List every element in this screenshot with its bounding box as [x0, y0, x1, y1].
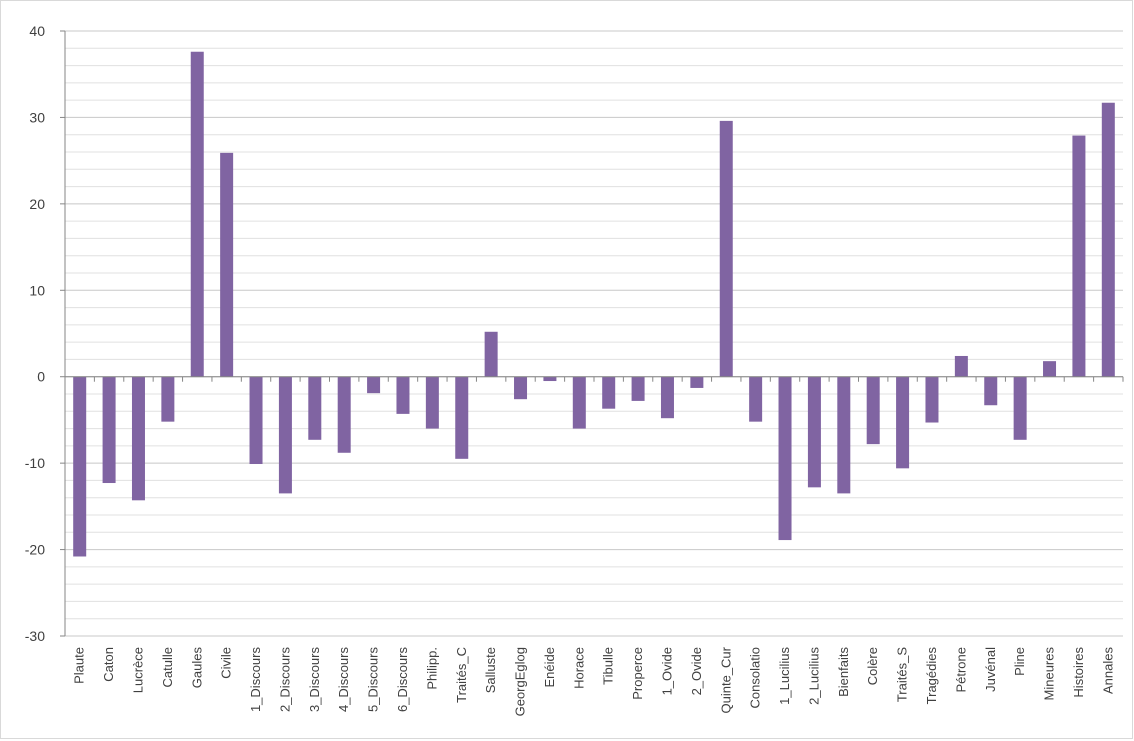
- x-tick-label: Properce: [630, 647, 645, 700]
- x-tick-label: Tibulle: [601, 647, 616, 685]
- x-tick-label: Colère: [865, 647, 880, 685]
- bar-GeorgEglog: [514, 376, 528, 400]
- x-axis-ticks: Plaute Caton Lucrèce Catulle Gaules Civile 1_D…: [72, 646, 1116, 716]
- y-tick-label: 30: [29, 109, 45, 125]
- bar-Salluste: [484, 331, 498, 377]
- y-tick-label: -10: [25, 455, 45, 471]
- x-tick-label: Philipp.: [424, 647, 439, 690]
- bar-series: [73, 51, 1115, 557]
- bar-6_Discours: [396, 376, 410, 414]
- bar-3_Discours: [308, 376, 322, 440]
- bar-Lucrèce: [131, 376, 145, 501]
- bar-Plaute: [73, 376, 87, 557]
- bar-Juvénal: [984, 376, 998, 406]
- x-tick-label: Enéide: [542, 647, 557, 687]
- x-tick-label: 3_Discours: [307, 647, 322, 713]
- x-tick-label: 1_Lucilius: [777, 647, 792, 705]
- x-tick-label: Tragédies: [924, 647, 939, 705]
- bar-2_Lucilius: [807, 376, 821, 488]
- bar-4_Discours: [337, 376, 351, 453]
- x-tick-label: Annales: [1100, 647, 1115, 694]
- x-tick-label: 4_Discours: [336, 647, 351, 713]
- bar-2_Ovide: [690, 376, 704, 388]
- x-tick-label: 5_Discours: [366, 647, 381, 713]
- x-tick-label: Catulle: [160, 647, 175, 687]
- x-tick-label: Bienfaits: [836, 647, 851, 697]
- x-tick-label: Consolatio: [748, 647, 763, 708]
- y-axis-ticks: 40 30 20 10 0 -10 -20 -30: [25, 23, 65, 644]
- bar-Properce: [631, 376, 645, 401]
- x-tick-label: Juvénal: [983, 647, 998, 692]
- x-tick-label: Gaules: [189, 647, 204, 689]
- x-tick-label: Civile: [219, 647, 234, 679]
- x-tick-label: Caton: [101, 647, 116, 682]
- bar-Annales: [1101, 102, 1115, 377]
- x-tick-label: Lucrèce: [130, 647, 145, 693]
- bar-2_Discours: [278, 376, 292, 494]
- y-tick-label: 0: [37, 369, 45, 385]
- x-tick-label: Traités_C: [454, 647, 469, 703]
- gridlines: [65, 30, 1123, 637]
- x-tick-label: 1_Discours: [248, 647, 263, 713]
- bar-Histoires: [1072, 135, 1086, 377]
- bar-Pline: [1013, 376, 1027, 440]
- y-tick-label: -30: [25, 628, 45, 644]
- bar-1_Lucilius: [778, 376, 792, 541]
- axes: [64, 31, 1124, 636]
- bar-Bienfaits: [837, 376, 851, 494]
- bar-Traités_C: [455, 376, 469, 459]
- x-tick-label: 1_Ovide: [659, 647, 674, 695]
- y-tick-label: 10: [29, 282, 45, 298]
- bar-Traités_S: [896, 376, 910, 469]
- bar-Civile: [220, 152, 234, 377]
- y-tick-label: 20: [29, 196, 45, 212]
- bar-Philipp.: [425, 376, 439, 429]
- x-tick-label: Traités_S: [895, 647, 910, 702]
- bar-5_Discours: [367, 376, 381, 394]
- bar-Quinte_Cur: [719, 120, 733, 377]
- x-tick-label: Plaute: [72, 647, 87, 684]
- x-tick-label: Quinte_Cur: [718, 646, 733, 713]
- bar-Pétrone: [954, 355, 968, 377]
- bar-Tibulle: [602, 376, 616, 409]
- bar-Colère: [866, 376, 880, 445]
- bar-Catulle: [161, 376, 175, 422]
- bar-1_Ovide: [660, 376, 674, 419]
- x-tick-label: GeorgEglog: [513, 647, 528, 716]
- x-tick-label: 2_Lucilius: [806, 647, 821, 705]
- x-tick-label: Mineures: [1042, 647, 1057, 701]
- x-tick-label: Pline: [1012, 647, 1027, 676]
- bar-1_Discours: [249, 376, 263, 465]
- x-tick-label: Horace: [571, 647, 586, 689]
- bar-Enéide: [543, 376, 557, 382]
- y-tick-label: 40: [29, 23, 45, 39]
- x-tick-label: 6_Discours: [395, 647, 410, 713]
- x-tick-label: Salluste: [483, 647, 498, 693]
- bar-Mineures: [1043, 361, 1057, 377]
- y-tick-label: -20: [25, 542, 45, 558]
- bar-Consolatio: [749, 376, 763, 422]
- bar-Tragédies: [925, 376, 939, 423]
- x-tick-label: 2_Discours: [277, 647, 292, 713]
- bar-Caton: [102, 376, 116, 484]
- x-tick-label: Pétrone: [953, 647, 968, 693]
- bar-Gaules: [190, 51, 204, 377]
- x-tick-label: 2_Ovide: [689, 647, 704, 695]
- x-tick-label: Histoires: [1071, 647, 1086, 698]
- bar-Horace: [572, 376, 586, 429]
